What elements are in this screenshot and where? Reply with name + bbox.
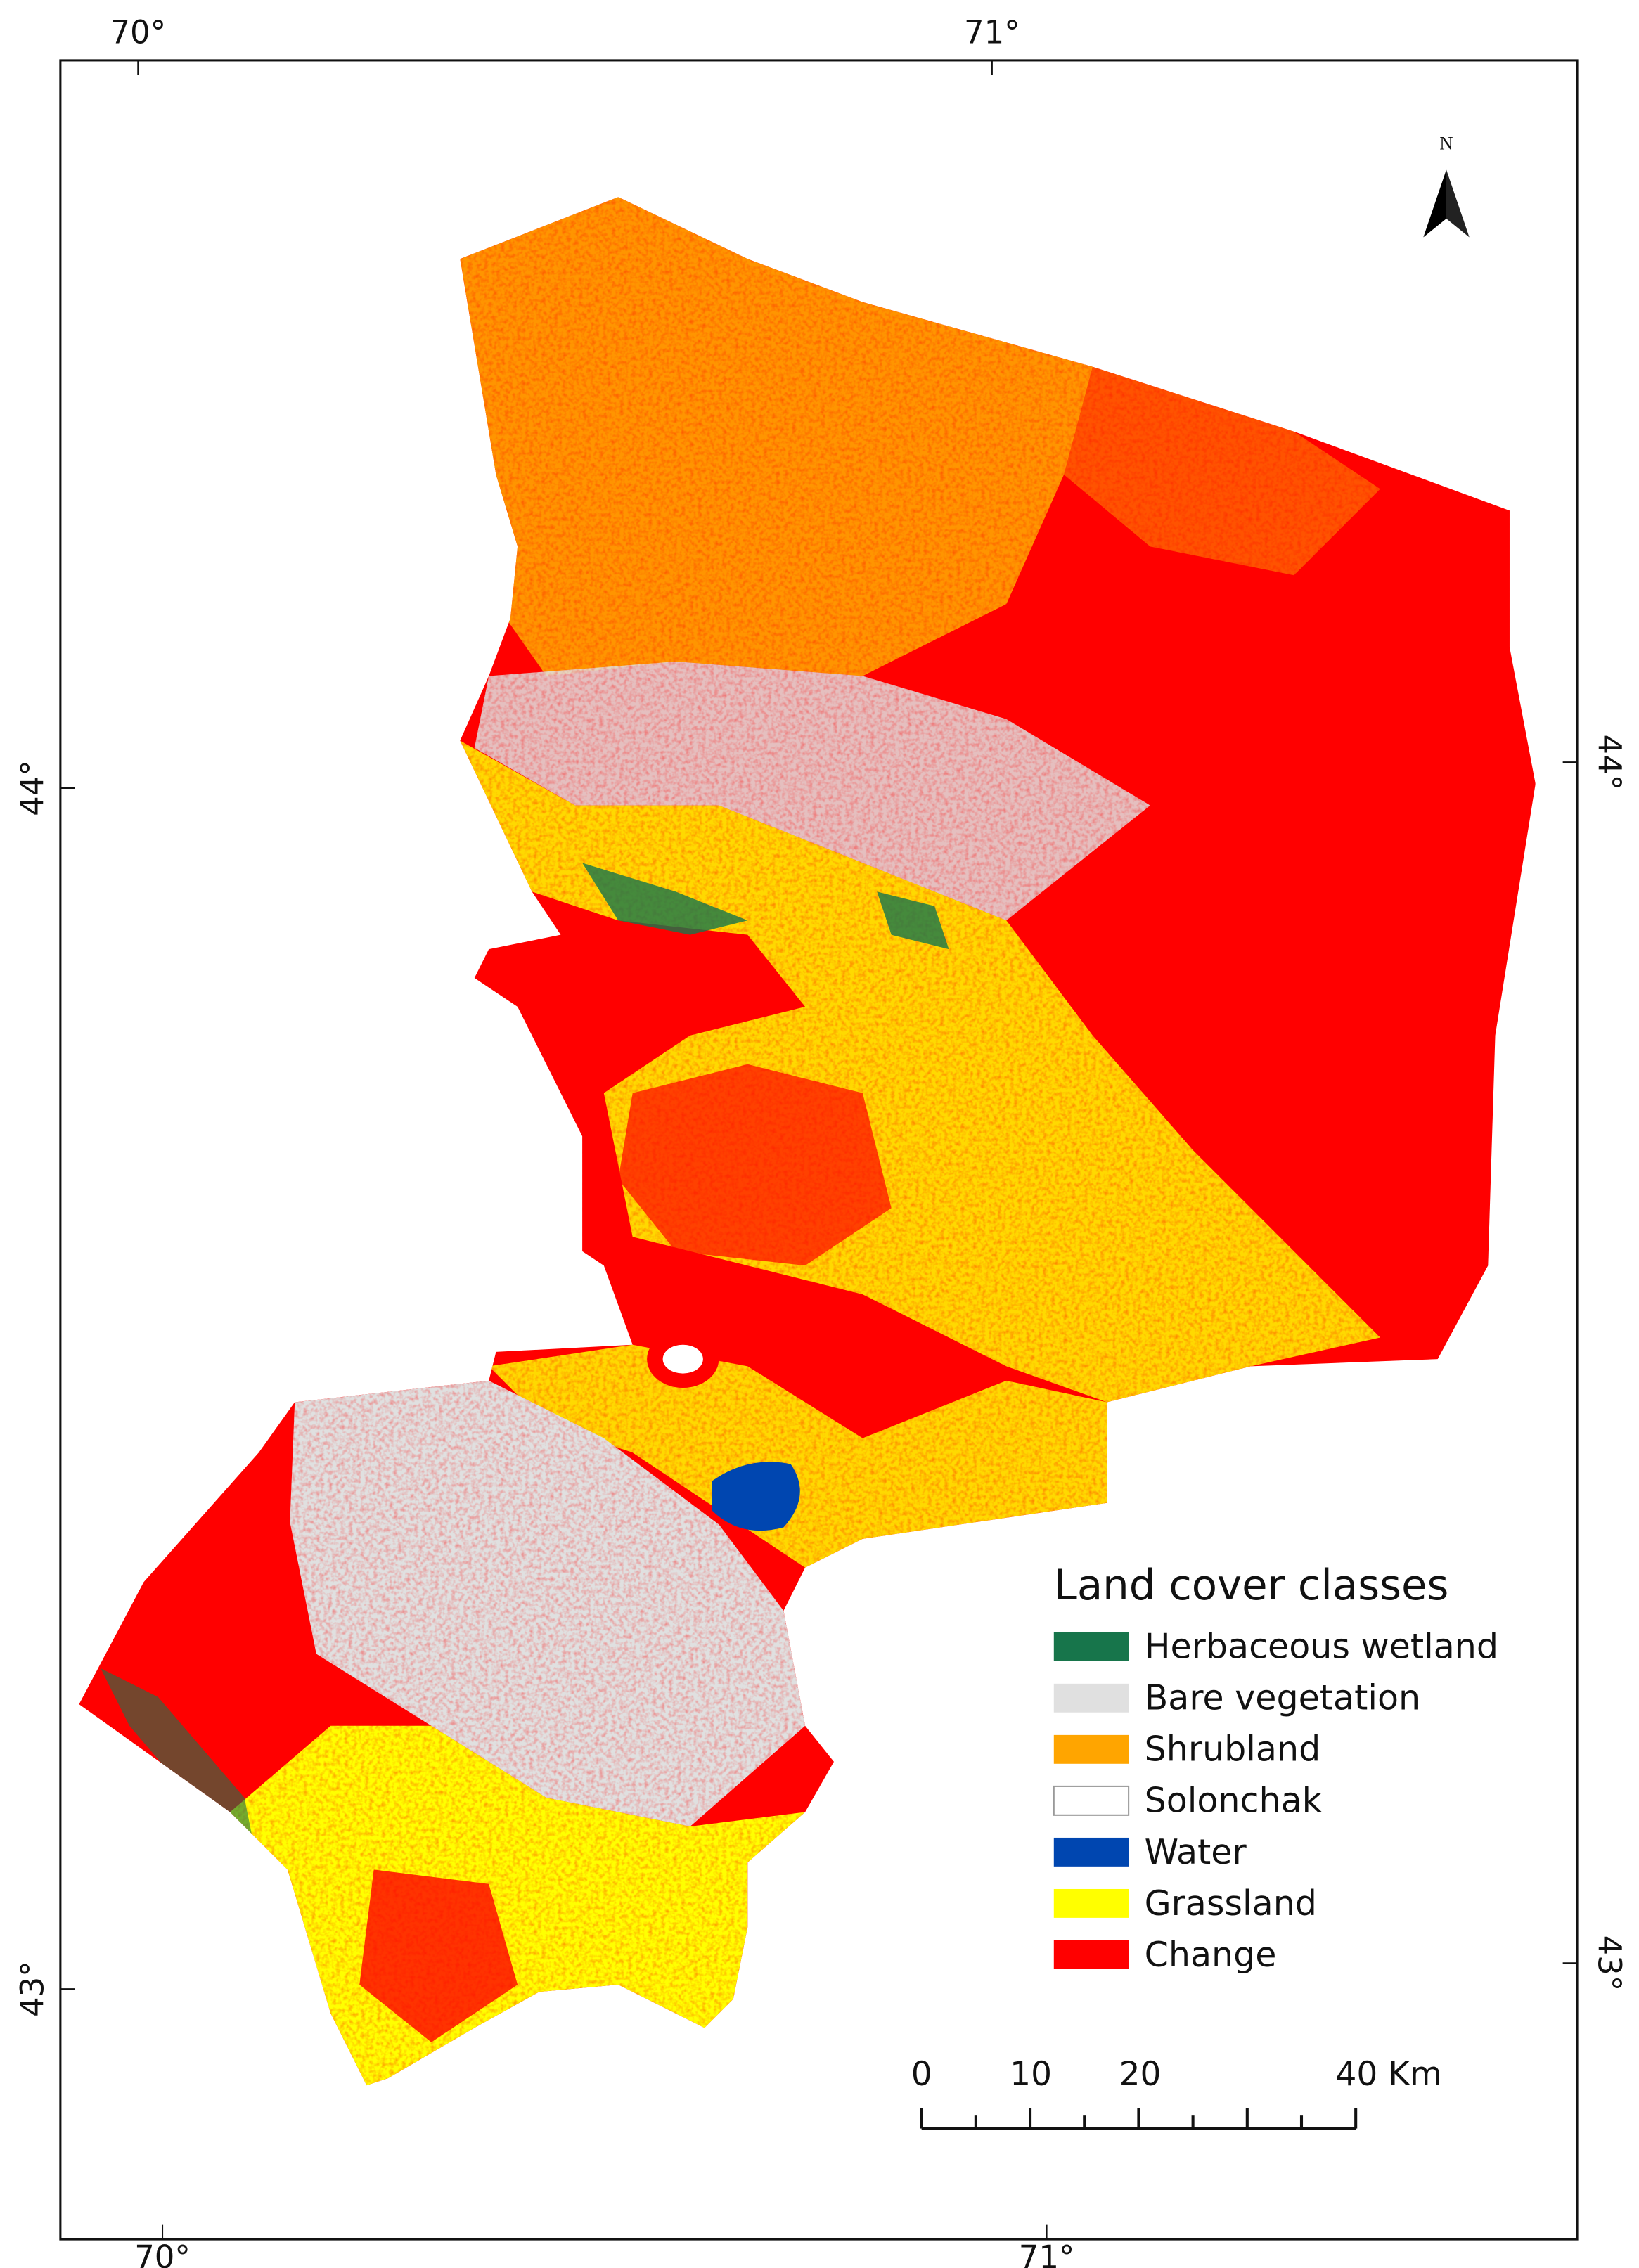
scale-label: 0 (911, 2055, 932, 2094)
legend-label: Grassland (1145, 1883, 1317, 1924)
north-label: N (1439, 133, 1453, 154)
legend-swatch (1053, 1632, 1129, 1661)
legend-swatch (1053, 1888, 1129, 1918)
graticule-ticks (60, 60, 1578, 2240)
legend-swatch (1053, 1940, 1129, 1969)
legend-label: Bare vegetation (1145, 1677, 1420, 1718)
legend-label: Change (1145, 1934, 1277, 1975)
scale-bar: 0 10 20 40 Km (911, 2055, 1442, 2130)
legend-swatch (1053, 1683, 1129, 1713)
legend: Land cover classes Herbaceous wetland Bar… (1053, 1561, 1498, 1975)
graticule-label-left: 43° (13, 1961, 51, 2017)
legend-swatch (1053, 1734, 1129, 1764)
graticule-label-left: 44° (13, 760, 51, 816)
legend-label: Water (1145, 1831, 1247, 1872)
map-frame (59, 59, 1579, 2241)
graticule-label-right: 43° (1591, 1935, 1628, 1991)
graticule-label-bottom: 70° (134, 2238, 191, 2268)
legend-title: Land cover classes (1054, 1561, 1449, 1609)
scale-label: 40 Km (1336, 2055, 1442, 2094)
north-arrow: N (1423, 133, 1470, 238)
graticule-label-bottom: 71° (1019, 2238, 1075, 2268)
graticule-label-top: 71° (964, 13, 1020, 51)
land-cover-raster (79, 197, 1536, 2086)
scale-label: 10 (1010, 2055, 1052, 2094)
legend-swatch (1053, 1837, 1129, 1867)
legend-label: Herbaceous wetland (1145, 1626, 1498, 1667)
scale-label: 20 (1119, 2055, 1162, 2094)
legend-label: Shrubland (1145, 1729, 1321, 1770)
legend-swatch (1053, 1785, 1130, 1816)
graticule-label-right: 44° (1591, 734, 1628, 790)
legend-label: Solonchak (1145, 1780, 1323, 1821)
graticule-label-top: 70° (110, 13, 166, 51)
